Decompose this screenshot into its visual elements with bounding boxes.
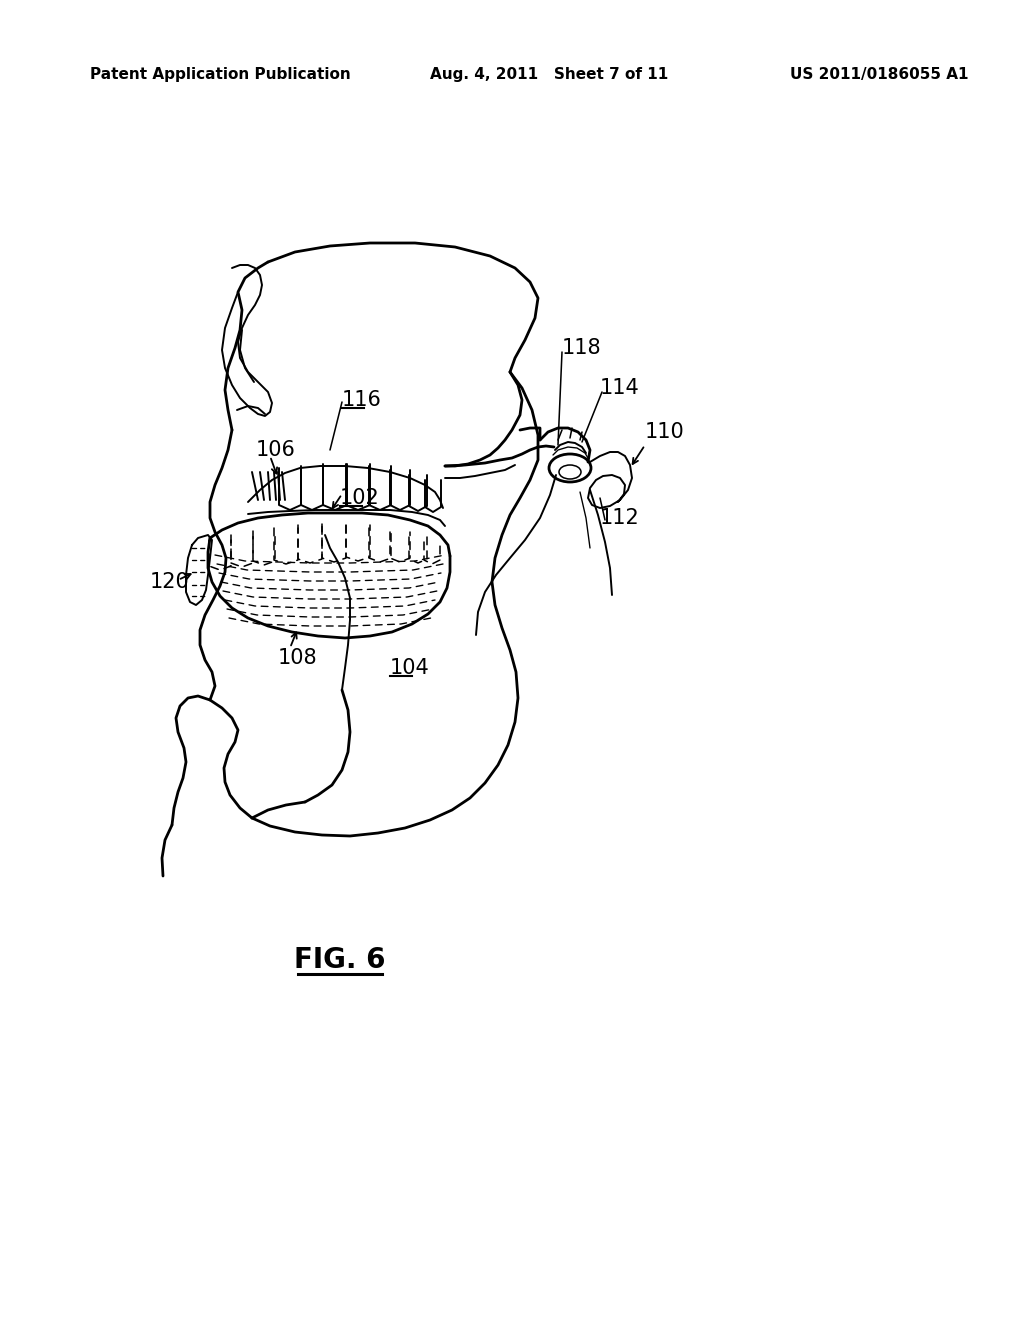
Text: US 2011/0186055 A1: US 2011/0186055 A1 [790,67,969,82]
Text: 116: 116 [342,389,382,411]
Text: 108: 108 [278,648,317,668]
Text: 114: 114 [600,378,640,399]
Text: 120: 120 [150,572,189,591]
Text: 106: 106 [256,440,296,459]
Text: 112: 112 [600,508,640,528]
Text: 110: 110 [645,422,685,442]
Text: Patent Application Publication: Patent Application Publication [90,67,351,82]
Text: 102: 102 [340,488,380,508]
Text: 118: 118 [562,338,602,358]
Text: 104: 104 [390,657,430,678]
Text: Aug. 4, 2011   Sheet 7 of 11: Aug. 4, 2011 Sheet 7 of 11 [430,67,669,82]
Text: FIG. 6: FIG. 6 [294,946,386,974]
